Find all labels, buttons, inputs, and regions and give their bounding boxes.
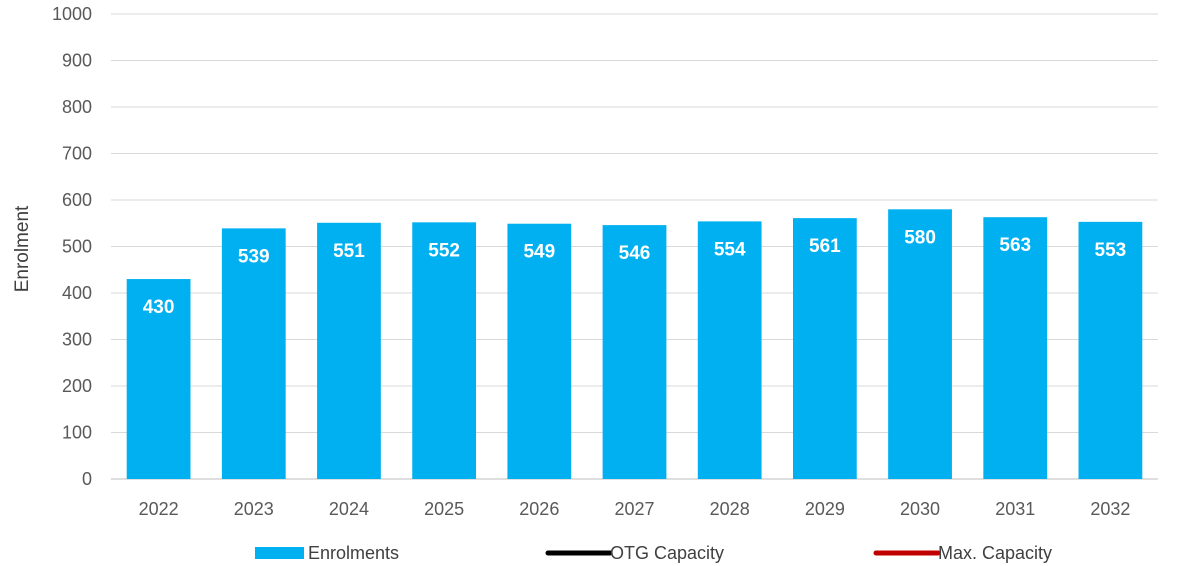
bar-value-label-2027: 546 (619, 243, 651, 264)
bar-value-label-2022: 430 (143, 297, 175, 318)
bar-2028 (697, 221, 762, 479)
x-tick-label-2028: 2028 (710, 499, 750, 519)
bar-2023 (221, 228, 286, 479)
y-tick-label-900: 900 (62, 51, 92, 71)
x-tick-label-2030: 2030 (900, 499, 940, 519)
y-tick-label-1000: 1000 (52, 4, 92, 24)
bars (126, 209, 1143, 480)
y-tick-label-400: 400 (62, 283, 92, 303)
bar-2030 (888, 209, 952, 480)
bar-value-label-2029: 561 (809, 236, 841, 257)
legend-label-max-capacity: Max. Capacity (938, 543, 1052, 563)
bar-value-labels: 430 539 551 552 549 546 554 561 580 563 553 (143, 227, 1127, 318)
bar-value-label-2031: 563 (999, 235, 1031, 256)
y-tick-label-600: 600 (62, 190, 92, 210)
x-tick-label-2026: 2026 (519, 499, 559, 519)
bar-value-label-2032: 553 (1095, 240, 1127, 261)
x-tick-label-2027: 2027 (614, 499, 654, 519)
y-tick-label-0: 0 (82, 469, 92, 489)
x-tick-label-2023: 2023 (234, 499, 274, 519)
bar-2026 (507, 223, 572, 479)
y-axis-title: Enrolment (12, 205, 33, 292)
x-tick-label-2025: 2025 (424, 499, 464, 519)
y-tick-label-300: 300 (62, 330, 92, 350)
x-tick-label-2029: 2029 (805, 499, 845, 519)
legend: Enrolments OTG Capacity Max. Capacity (255, 543, 1052, 563)
bar-2031 (983, 217, 1048, 479)
bar-value-label-2023: 539 (238, 246, 270, 267)
bar-2029 (792, 218, 857, 479)
bar-2022 (126, 279, 191, 479)
x-tick-label-2024: 2024 (329, 499, 369, 519)
y-tick-label-800: 800 (62, 97, 92, 117)
bar-value-label-2026: 549 (523, 242, 555, 263)
legend-label-enrolments: Enrolments (308, 543, 399, 563)
bar-2027 (602, 225, 667, 479)
bar-2024 (317, 222, 381, 479)
bar-value-label-2028: 554 (714, 239, 746, 260)
x-tick-label-2032: 2032 (1090, 499, 1130, 519)
y-axis: 0 100 200 300 400 500 600 700 800 900 1000 (52, 4, 92, 489)
legend-swatch-enrolments (255, 547, 304, 559)
x-axis: 2022 2023 2024 2025 2026 2027 2028 2029 2030 2031… (139, 499, 1131, 519)
bar-2032 (1078, 221, 1143, 480)
y-tick-label-700: 700 (62, 144, 92, 164)
bar-value-label-2025: 552 (428, 240, 460, 261)
bar-2025 (412, 222, 477, 479)
legend-label-otg-capacity: OTG Capacity (610, 543, 724, 563)
y-tick-label-100: 100 (62, 423, 92, 443)
bar-value-label-2030: 580 (904, 227, 936, 248)
capacity-lines (156, 48, 1113, 183)
bar-value-label-2024: 551 (333, 241, 365, 262)
x-tick-label-2031: 2031 (995, 499, 1035, 519)
y-tick-label-200: 200 (62, 376, 92, 396)
x-tick-label-2022: 2022 (139, 499, 179, 519)
y-tick-label-500: 500 (62, 237, 92, 257)
